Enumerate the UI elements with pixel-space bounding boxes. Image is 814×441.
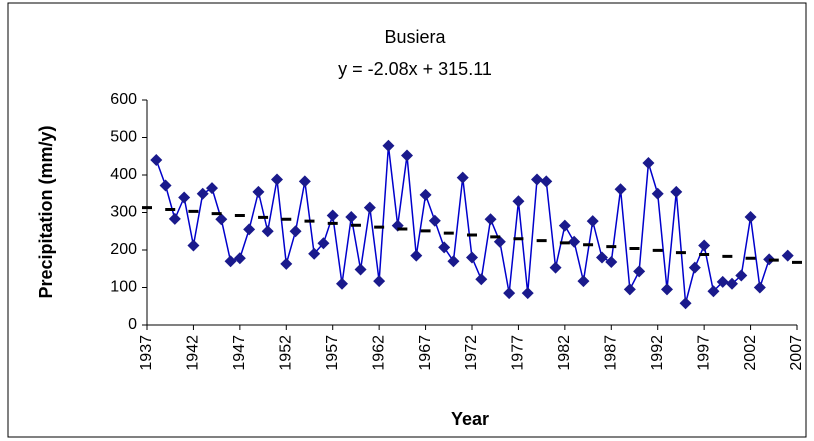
data-point [661, 283, 673, 296]
data-point [317, 237, 330, 250]
data-point [261, 225, 274, 238]
data-point [642, 157, 655, 169]
data-point [466, 251, 478, 264]
data-point [577, 275, 590, 288]
x-tick-label: 1937 [138, 335, 155, 371]
data-point [243, 223, 256, 236]
data-point [233, 252, 246, 265]
data-point [484, 213, 497, 226]
data-point [196, 187, 209, 200]
chart-frame [7, 2, 807, 438]
data-point [271, 173, 283, 186]
data-point [428, 214, 441, 227]
data-point [726, 277, 738, 290]
data-point [493, 235, 506, 248]
data-point [252, 185, 265, 198]
y-tick-label: 500 [110, 129, 137, 146]
data-point [373, 275, 386, 288]
data-point [187, 239, 200, 252]
data-point [549, 261, 562, 274]
data-point [336, 277, 348, 290]
data-point [345, 211, 358, 223]
data-point [438, 241, 451, 254]
data-point [280, 257, 293, 270]
x-tick-label: 1987 [603, 335, 620, 371]
data-point [419, 188, 432, 201]
data-point [168, 212, 181, 225]
data-point [540, 175, 553, 188]
data-point [475, 273, 488, 286]
data-point [215, 213, 228, 226]
y-tick-label: 400 [110, 166, 137, 183]
data-point [150, 154, 163, 166]
chart-subtitle: y = -2.08x + 315.11 [338, 59, 492, 79]
x-tick-label: 1957 [324, 335, 341, 371]
x-tick-label: 1997 [695, 335, 712, 371]
data-point [568, 235, 581, 248]
data-point [298, 175, 311, 188]
data-point [558, 219, 571, 232]
data-point [679, 297, 692, 310]
x-tick-label: 1967 [417, 335, 434, 371]
data-point [224, 255, 237, 268]
data-point [503, 287, 516, 300]
x-tick-label: 1962 [370, 335, 387, 371]
data-point [651, 187, 664, 200]
data-point [586, 215, 599, 228]
data-point [698, 239, 711, 252]
x-tick-label: 1972 [463, 335, 480, 371]
data-point [688, 261, 701, 274]
data-point [206, 182, 218, 195]
data-point [363, 201, 376, 214]
data-point [670, 185, 683, 198]
data-point [456, 171, 469, 184]
y-tick-label: 100 [110, 279, 137, 296]
y-tick-label: 0 [128, 316, 137, 333]
data-point [531, 173, 543, 186]
x-tick-label: 1947 [231, 335, 248, 371]
data-point [447, 255, 460, 268]
data-point [159, 179, 172, 192]
data-point [401, 149, 413, 162]
data-point [716, 275, 729, 288]
data-point [744, 211, 757, 223]
y-tick-label: 200 [110, 241, 137, 258]
data-point [596, 251, 608, 264]
x-tick-label: 1942 [185, 335, 202, 371]
data-point [382, 139, 395, 152]
x-tick-label: 1977 [510, 335, 527, 371]
data-point [289, 225, 302, 238]
data-point [781, 249, 794, 262]
data-point [605, 256, 618, 268]
x-tick-label: 2002 [742, 335, 759, 371]
x-tick-label: 2007 [788, 335, 805, 371]
data-point [614, 183, 627, 196]
data-point [707, 285, 720, 298]
y-tick-label: 300 [110, 204, 137, 221]
data-point [521, 287, 534, 300]
data-point [735, 269, 748, 282]
y-tick-label: 600 [110, 91, 137, 108]
data-point [308, 247, 321, 260]
data-point [753, 281, 766, 294]
data-point [410, 249, 423, 262]
x-tick-label: 1992 [649, 335, 666, 371]
x-tick-label: 1982 [556, 335, 573, 371]
data-point [623, 283, 636, 296]
x-axis-label: Year [451, 409, 489, 429]
data-point [326, 209, 339, 222]
chart-title: Busiera [384, 27, 446, 47]
x-tick-label: 1952 [278, 335, 295, 371]
data-point [633, 265, 646, 278]
data-point [178, 191, 191, 204]
data-point [512, 195, 525, 208]
data-point [354, 263, 367, 276]
y-axis-label: Precipitation (mm/y) [36, 125, 56, 298]
